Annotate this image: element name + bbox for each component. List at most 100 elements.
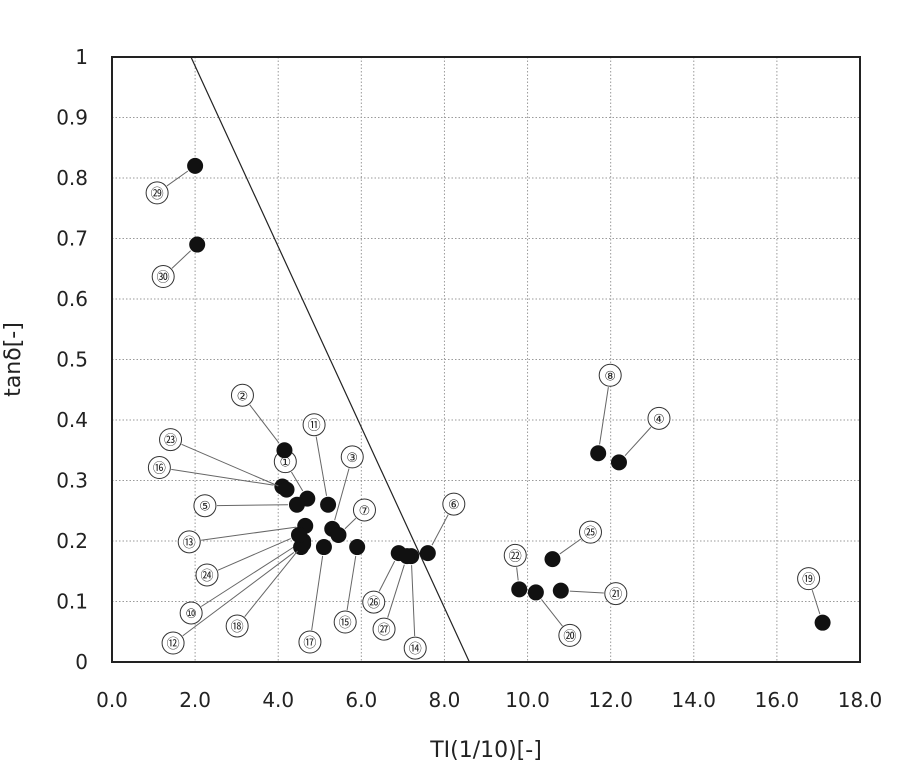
point-label: ⑥ [448,498,460,513]
point-leader-line [811,589,821,615]
data-point [278,481,295,498]
y-tick-label: 0.4 [56,408,88,432]
point-label-ring [403,636,427,660]
point-leader-line [559,538,581,555]
point-label-ring [195,563,219,587]
point-label: ⑦ [359,504,371,519]
point-label-ring [352,498,376,522]
point-leader-line [200,545,296,607]
data-point [189,236,206,253]
data-point [527,584,544,601]
y-tick-label: 0 [75,650,88,674]
y-tick-label: 1 [75,45,88,69]
point-label-ring [442,492,466,516]
point-label: ⑤ [199,500,211,515]
y-tick-label: 0.8 [56,166,88,190]
y-tick-label: 0.5 [56,348,88,372]
data-point [187,157,204,174]
point-label: ㉕ [584,526,597,541]
point-label-ring [333,610,357,634]
grid-lines [112,57,860,662]
point-label-ring [340,445,364,469]
point-leader-line [166,170,189,187]
data-point [544,551,561,568]
point-label: ⑰ [303,636,316,651]
point-label-ring [151,265,175,289]
point-label: ⑱ [231,620,244,635]
point-label-ring [797,567,821,591]
point-label-ring [230,383,254,407]
data-point [291,526,307,543]
point-leader-line [387,564,405,618]
x-tick-label: 2.0 [179,688,211,712]
point-label-ring [604,582,628,606]
point-label: ⑩ [185,607,197,622]
point-label: ⑮ [339,616,352,631]
x-tick-label: 4.0 [262,688,294,712]
point-leader-line [249,404,280,444]
x-axis-label: TI(1/10)[-] [429,738,542,763]
point-label-ring [177,530,201,554]
x-tick-label: 14.0 [672,688,717,712]
y-tick-label: 0.3 [56,469,88,493]
point-label-ring [225,614,249,638]
point-label-ring [598,363,622,387]
point-leader-line [182,552,295,637]
point-leader-line [624,426,652,457]
point-leader-line [599,387,609,445]
point-label: ⑧ [604,369,616,384]
point-leader-line [411,565,416,637]
point-label-ring [302,413,326,437]
data-point [330,526,347,543]
point-leader-line [171,250,191,269]
point-label: ⑭ [409,642,422,657]
data-point [610,454,627,471]
point-leader-line [181,443,279,487]
point-label: ⑳ [563,629,576,644]
point-label: ㉖ [367,596,380,611]
plot-area-frame [111,56,861,663]
point-leader-line [171,468,274,486]
point-leader-line [311,555,324,631]
point-leader-line [541,599,563,627]
x-tick-label: 6.0 [345,688,377,712]
y-axis-label: tanδ[-] [1,322,26,397]
data-point [288,496,305,513]
point-label: ④ [653,412,665,427]
point-leader-line [346,555,357,611]
point-label-ring [503,543,527,567]
point-label-ring [647,406,671,430]
x-tick-label: 16.0 [755,688,800,712]
point-label: ㉔ [200,569,213,584]
point-label-ring [372,617,396,641]
data-point [276,442,293,459]
point-label-ring [159,428,183,452]
y-tick-label: 0.2 [56,529,88,553]
data-point [315,539,332,556]
point-leader-line [244,550,298,617]
data-point [814,614,831,631]
point-leader-line [516,567,519,581]
data-point [349,539,366,556]
x-tick-label: 18.0 [838,688,883,712]
point-leader-line [569,590,604,594]
data-point [320,496,337,513]
y-axis-ticks: 0 0.1 0.2 0.3 0.4 0.5 0.6 0.7 0.8 0.9 1 [56,45,88,674]
point-leader-line [378,560,396,592]
point-label: ③ [346,451,358,466]
point-leader-line [216,504,288,507]
point-label-ring [179,601,203,625]
x-tick-label: 8.0 [429,688,461,712]
point-leader-line [217,538,291,571]
point-label: ㉗ [378,623,391,638]
point-leader-line [315,436,328,496]
x-tick-label: 10.0 [505,688,550,712]
point-label-ring [558,623,582,647]
y-tick-label: 0.7 [56,227,88,251]
point-label: ⑯ [153,462,166,477]
point-label: ㉓ [164,434,177,449]
point-leader-line [334,468,350,521]
point-label-ring [298,630,322,654]
point-label: ㉒ [509,549,522,564]
